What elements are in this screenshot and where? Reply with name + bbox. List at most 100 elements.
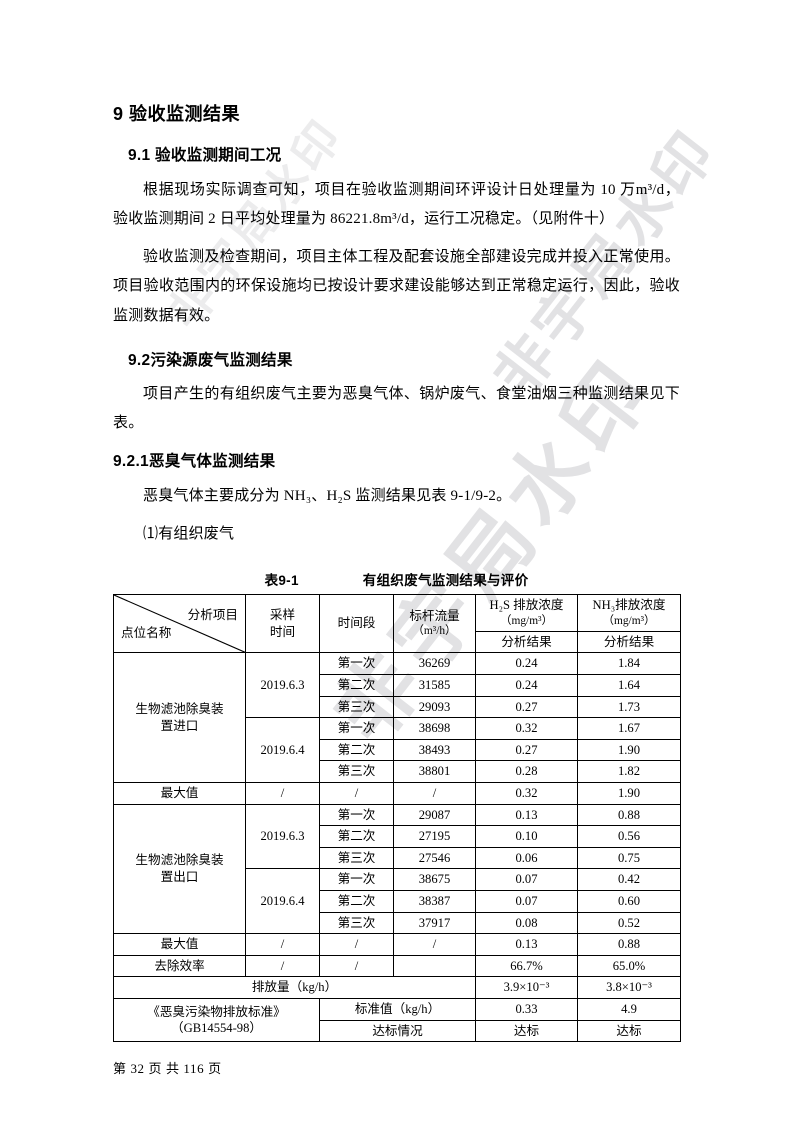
- point-name-line1: 生物滤池除臭装: [135, 702, 224, 717]
- paragraph-acceptance-validity: 验收监测及检查期间，项目主体工程及配套设施全部建设完成并投入正常使用。项目验收范…: [113, 249, 680, 324]
- cell-max-date: /: [245, 933, 320, 956]
- cell-compliance-label: 达标情况: [319, 1019, 476, 1043]
- table-row: 第二次 38493 0.27 1.90: [114, 738, 681, 762]
- cell-max-flow: /: [393, 933, 476, 956]
- table-row: 第二次 27195 0.10 0.56: [114, 825, 681, 848]
- cell-sampling-date: 2019.6.4: [245, 717, 320, 783]
- cell-period: 第一次: [319, 868, 394, 892]
- document-content: 9 验收监测结果 9.1 验收监测期间工况 根据现场实际调查可知，项目在验收监测…: [113, 104, 681, 1043]
- cell-nh3: 0.88: [577, 803, 681, 827]
- cell-period: 第二次: [319, 825, 394, 848]
- point-name-line1: 生物滤池除臭装: [135, 853, 224, 868]
- cell-h2s: 0.10: [475, 825, 578, 848]
- cell-nh3: 1.64: [577, 673, 681, 697]
- point-name-line2: 置出口: [160, 869, 199, 884]
- standard-name-line2: （GB14554-98）: [171, 1021, 262, 1036]
- table-row-standard-value: 《恶臭污染物排放标准》 （GB14554-98） 标准值（kg/h） 0.33 …: [113, 998, 681, 1043]
- cell-h2s: 0.24: [475, 652, 578, 675]
- table-row: 2019.6.4 第一次 38698 0.32 1.67: [114, 717, 681, 783]
- table-caption-title: 有组织废气监测结果与评价: [362, 573, 529, 589]
- cell-period: 第一次: [319, 652, 394, 675]
- cell-standard-value-h2s: 0.33: [475, 998, 578, 1021]
- cell-max-label: 最大值: [113, 781, 246, 805]
- point-name-line2: 置进口: [160, 718, 199, 733]
- header-cell-h2s: H₂S 排放浓度 （mg/m³）: [475, 594, 578, 632]
- heading-9-1: 9.1 验收监测期间工况: [128, 147, 282, 165]
- cell-h2s: 0.13: [475, 803, 578, 827]
- header-flow-line1: 标杆流量: [409, 608, 460, 623]
- cell-h2s: 0.07: [475, 890, 578, 913]
- table-caption: 表9-1 有组织废气监测结果与评价: [113, 549, 680, 594]
- table-row: 第二次 38387 0.07 0.60: [114, 890, 681, 913]
- header-cell-diagonal: 分析项目 点位名称: [113, 594, 246, 654]
- subheader-h2s-analysis-result: 分析结果: [475, 630, 578, 654]
- header-h2s-unit: （mg/m³）: [500, 614, 553, 627]
- cell-compliance-h2s: 达标: [475, 1019, 578, 1043]
- cell-efficiency-h2s: 66.7%: [475, 954, 578, 978]
- cell-emission-h2s: 3.9×10⁻³: [475, 976, 578, 1000]
- cell-standard-value-nh3: 4.9: [577, 998, 681, 1021]
- table-row: 第三次 38801 0.28 1.82: [114, 760, 681, 783]
- table-row: 生物滤池除臭装 置进口 2019.6.3 第一次 36269 0.24 1.84: [113, 652, 681, 783]
- cell-period: 第三次: [319, 695, 394, 719]
- page-footer: 第 32 页 共 116 页: [113, 1061, 222, 1076]
- cell-max-label: 最大值: [113, 933, 246, 956]
- cell-h2s: 0.27: [475, 695, 578, 719]
- header-cell-flow: 标杆流量 （m³/h）: [393, 594, 476, 654]
- header-cell-period: 时间段: [319, 594, 394, 654]
- cell-nh3: 0.42: [577, 868, 681, 892]
- cell-flow: 27546: [393, 846, 476, 870]
- cell-nh3: 1.84: [577, 652, 681, 675]
- cell-efficiency-nh3: 65.0%: [577, 954, 681, 978]
- cell-sampling-date: 2019.6.4: [245, 868, 320, 935]
- exhaust-monitoring-table: 分析项目 点位名称 采样 时间 时间段 标杆流量 （m³/h） H₂S 排放浓度: [113, 594, 681, 1043]
- cell-flow: 38387: [393, 890, 476, 913]
- table-subheader-row: 分析结果 分析结果: [114, 630, 681, 654]
- cell-h2s: 0.08: [475, 911, 578, 935]
- table-caption-label: 表9-1: [264, 573, 299, 589]
- cell-flow: 37917: [393, 911, 476, 935]
- cell-period: 第三次: [319, 911, 394, 935]
- cell-emission-nh3: 3.8×10⁻³: [577, 976, 681, 1000]
- cell-max-h2s: 0.32: [475, 781, 578, 805]
- cell-h2s: 0.24: [475, 673, 578, 697]
- header-sampling-time-line2: 时间: [269, 624, 296, 639]
- cell-h2s: 0.27: [475, 738, 578, 762]
- header-h2s-line1: H₂S 排放浓度: [489, 598, 564, 613]
- cell-period: 第二次: [319, 738, 394, 762]
- cell-flow: 38801: [393, 760, 476, 783]
- table-row-max-value: 最大值 / / / 0.13 0.88: [113, 933, 681, 956]
- cell-nh3: 1.73: [577, 695, 681, 719]
- cell-period: 第一次: [319, 717, 394, 740]
- cell-flow: 36269: [393, 652, 476, 675]
- table-header-row: 分析项目 点位名称 采样 时间 时间段 标杆流量 （m³/h） H₂S 排放浓度: [113, 594, 681, 654]
- cell-flow: 27195: [393, 825, 476, 848]
- header-flow-unit: （m³/h）: [412, 625, 457, 638]
- cell-nh3: 0.56: [577, 825, 681, 848]
- header-cell-sampling-time: 采样 时间: [245, 594, 320, 654]
- table-row: 第三次 29093 0.27 1.73: [114, 695, 681, 719]
- subheader-nh3-analysis-result: 分析结果: [577, 630, 681, 654]
- cell-flow: 38493: [393, 738, 476, 762]
- cell-h2s: 0.32: [475, 717, 578, 740]
- cell-max-h2s: 0.13: [475, 933, 578, 956]
- table-row: 生物滤池除臭装 置出口 2019.6.3 第一次 29087 0.13 0.88: [113, 803, 681, 935]
- cell-max-date: /: [245, 781, 320, 805]
- heading-9-2: 9.2污染源废气监测结果: [128, 351, 293, 369]
- diagonal-line-icon: [114, 595, 245, 652]
- cell-flow: 38675: [393, 868, 476, 892]
- cell-period: 第三次: [319, 760, 394, 783]
- cell-efficiency-label: 去除效率: [113, 954, 246, 978]
- cell-emission-label: 排放量（kg/h）: [113, 976, 476, 1000]
- cell-standard-name: 《恶臭污染物排放标准》 （GB14554-98）: [113, 998, 320, 1043]
- table-row: 2019.6.4 第一次 38675 0.07 0.42: [114, 868, 681, 935]
- table-row: 第三次 37917 0.08 0.52: [114, 911, 681, 935]
- header-cell-nh3: NH₃排放浓度 （mg/m³）: [577, 594, 681, 632]
- cell-point-name: 生物滤池除臭装 置出口: [113, 803, 246, 935]
- paragraph-working-conditions: 根据现场实际调查可知，项目在验收监测期间环评设计日处理量为 10 万m³/d，验…: [113, 181, 680, 227]
- cell-nh3: 0.52: [577, 911, 681, 935]
- header-nh3-line1: NH₃排放浓度: [592, 598, 666, 613]
- header-sampling-time-line1: 采样: [269, 608, 296, 623]
- cell-efficiency-date: /: [245, 954, 320, 978]
